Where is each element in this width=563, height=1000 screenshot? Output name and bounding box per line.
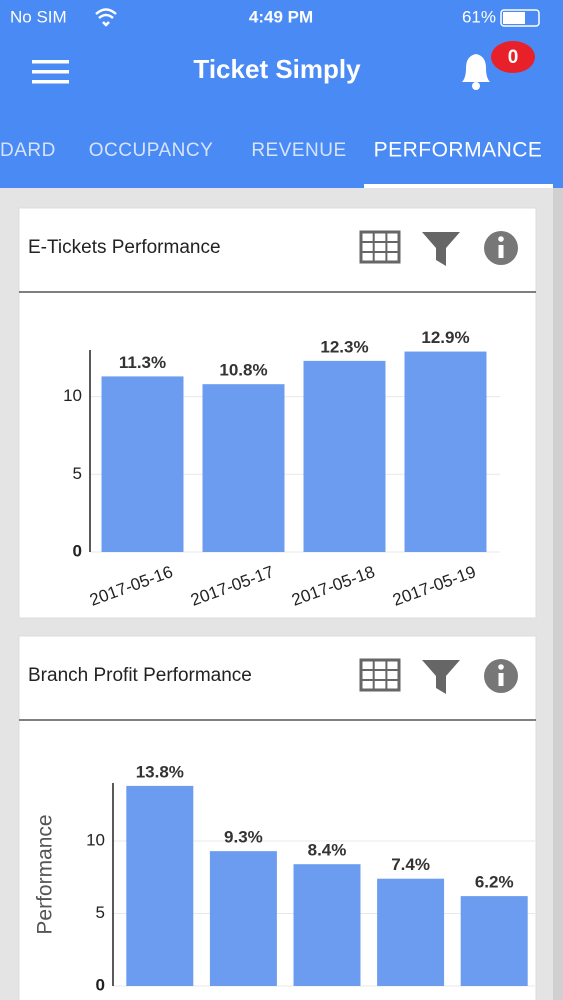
bar bbox=[460, 896, 528, 986]
wifi-icon bbox=[95, 8, 117, 27]
notification-button[interactable]: 0 bbox=[462, 41, 535, 90]
bar bbox=[126, 785, 194, 986]
icon bbox=[498, 664, 504, 670]
carrier: No SIM bbox=[10, 7, 67, 26]
clock: 4:49 PM bbox=[249, 7, 313, 26]
value-label: 6.2% bbox=[475, 873, 514, 892]
info-button[interactable] bbox=[484, 231, 518, 265]
icon bbox=[359, 658, 401, 692]
grid-view-button[interactable] bbox=[359, 658, 401, 692]
badge: 0 bbox=[508, 47, 519, 68]
y-axis-label: Performance bbox=[34, 814, 57, 934]
card-title: Branch Profit Performance bbox=[28, 665, 252, 686]
battery-level: 61% bbox=[462, 7, 496, 26]
icon bbox=[498, 673, 504, 686]
grid-view-button[interactable] bbox=[359, 230, 401, 264]
battery-icon bbox=[500, 9, 540, 27]
y-tick-label: 5 bbox=[73, 464, 82, 483]
app-bar bbox=[0, 0, 563, 188]
icon bbox=[498, 236, 504, 242]
card-title: E-Tickets Performance bbox=[28, 237, 221, 258]
y-tick-label: 0 bbox=[73, 541, 82, 560]
bar bbox=[404, 351, 487, 552]
filter-button[interactable] bbox=[422, 660, 460, 694]
y-tick-label: 10 bbox=[86, 830, 105, 849]
value-label: 7.4% bbox=[391, 855, 430, 874]
y-tick-label: 10 bbox=[63, 386, 82, 405]
card bbox=[18, 635, 537, 1000]
tab[interactable]: OCCUPANCY bbox=[89, 140, 214, 161]
bar bbox=[377, 878, 445, 986]
tab[interactable]: DARD bbox=[0, 140, 56, 161]
value-label: 12.9% bbox=[421, 328, 469, 347]
tab-active[interactable]: PERFORMANCE bbox=[374, 139, 543, 162]
icon bbox=[359, 230, 401, 264]
value-label: 13.8% bbox=[136, 762, 184, 781]
tab-indicator bbox=[364, 184, 553, 188]
value-label: 12.3% bbox=[320, 337, 368, 356]
bar bbox=[209, 851, 277, 986]
info-button[interactable] bbox=[484, 659, 518, 693]
y-tick-label: 0 bbox=[96, 975, 105, 994]
bar bbox=[293, 864, 361, 986]
filter-button[interactable] bbox=[422, 232, 460, 266]
menu-button[interactable] bbox=[32, 60, 69, 84]
value-label: 9.3% bbox=[224, 828, 263, 847]
bar bbox=[303, 360, 386, 552]
value-label: 8.4% bbox=[308, 841, 347, 860]
scroll-track bbox=[553, 188, 563, 1000]
app-title: Ticket Simply bbox=[193, 54, 361, 84]
icon bbox=[498, 245, 504, 258]
value-label: 11.3% bbox=[119, 353, 166, 372]
bar bbox=[101, 376, 184, 552]
battery-fill bbox=[503, 12, 525, 24]
bar bbox=[202, 384, 285, 552]
y-tick-label: 5 bbox=[96, 903, 105, 922]
value-label: 10.8% bbox=[219, 361, 267, 380]
tab[interactable]: REVENUE bbox=[251, 140, 346, 161]
